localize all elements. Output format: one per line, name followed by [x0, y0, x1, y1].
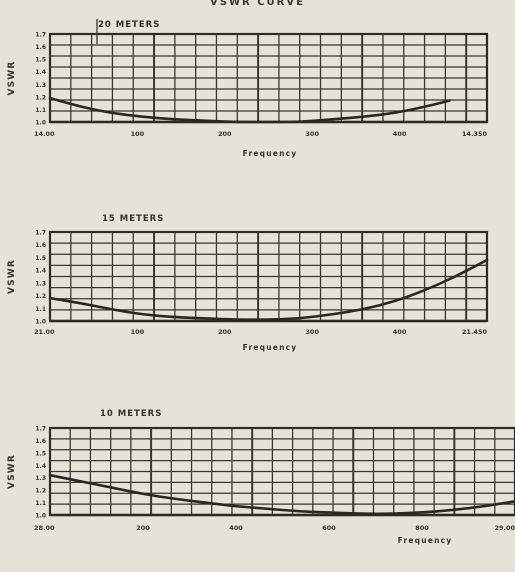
y-tick-label: 1.6 [35, 242, 46, 249]
y-tick-label: 1.7 [35, 426, 46, 433]
y-tick-label: 1.4 [35, 463, 46, 470]
plot-frame [48, 426, 515, 517]
y-tick-label: 1.0 [35, 319, 46, 326]
x-tick-label: 200 [218, 328, 232, 336]
x-axis-label: Frequency [243, 343, 298, 352]
y-tick-label: 1.2 [35, 293, 46, 300]
x-tick-label: 400 [393, 328, 407, 336]
x-tick-label: 14.00 [34, 130, 55, 138]
x-tick-label: 400 [229, 524, 243, 532]
y-tick-label: 1.0 [35, 120, 46, 127]
x-tick-label: 200 [218, 130, 232, 138]
x-tick-label: 21.450 [462, 328, 488, 336]
y-tick-label: 1.0 [35, 513, 46, 520]
x-tick-label: 100 [131, 328, 145, 336]
y-tick-label: 1.2 [35, 94, 46, 101]
y-tick-label: 1.5 [35, 450, 46, 457]
vswr-series-line [48, 258, 489, 322]
chart-title: 10 METERS [100, 409, 162, 419]
y-tick-label: 1.3 [35, 475, 46, 482]
x-tick-label: 300 [305, 130, 319, 138]
x-tick-label: 14.350 [462, 130, 488, 138]
x-axis-label: Frequency [398, 536, 453, 545]
x-tick-label: 200 [136, 524, 150, 532]
x-tick-label: 300 [305, 328, 319, 336]
y-tick-label: 1.3 [35, 82, 46, 89]
x-tick-label: 29.00 [494, 524, 515, 532]
y-tick-label: 1.5 [35, 255, 46, 262]
chart-title: 20 METERS [98, 20, 160, 30]
vswr-series-line [48, 473, 515, 516]
vswr-series-line [48, 96, 451, 124]
x-tick-label: 28.00 [34, 524, 55, 532]
page-title: VSWR CURVE [210, 0, 305, 8]
y-tick-label: 1.1 [35, 500, 46, 507]
x-tick-label: 800 [415, 524, 429, 532]
chart-title: 15 METERS [102, 214, 164, 224]
y-tick-label: 1.4 [35, 69, 46, 76]
chart-2: 15 METERS VSWR 1.0 1.1 1.2 1.3 1.4 1.5 1.6 1.7 21.… [7, 214, 489, 352]
y-axis-label: VSWR [7, 454, 17, 489]
x-tick-label: 400 [393, 130, 407, 138]
y-tick-label: 1.1 [35, 306, 46, 313]
x-tick-label: 100 [131, 130, 145, 138]
y-tick-label: 1.7 [35, 32, 46, 39]
x-axis-label: Frequency [243, 149, 298, 158]
y-tick-label: 1.6 [35, 44, 46, 51]
y-tick-label: 1.7 [35, 230, 46, 237]
chart-3: 10 METERS VSWR 1.0 1.1 1.2 1.3 1.4 1.5 1.6 1.7 28.… [7, 409, 515, 545]
y-tick-label: 1.6 [35, 438, 46, 445]
y-axis-label: VSWR [7, 259, 17, 294]
y-tick-label: 1.2 [35, 488, 46, 495]
x-tick-label: 600 [322, 524, 336, 532]
y-tick-label: 1.1 [35, 107, 46, 114]
chart-1: 20 METERS VSWR 1.0 1.1 1.2 1.3 1.4 1.5 1.6 1.7 14.… [7, 19, 489, 158]
y-tick-label: 1.3 [35, 280, 46, 287]
y-tick-label: 1.5 [35, 57, 46, 64]
y-axis-label: VSWR [7, 60, 17, 95]
x-tick-label: 21.00 [34, 328, 55, 336]
y-tick-label: 1.4 [35, 268, 46, 275]
plot-frame [48, 230, 489, 323]
